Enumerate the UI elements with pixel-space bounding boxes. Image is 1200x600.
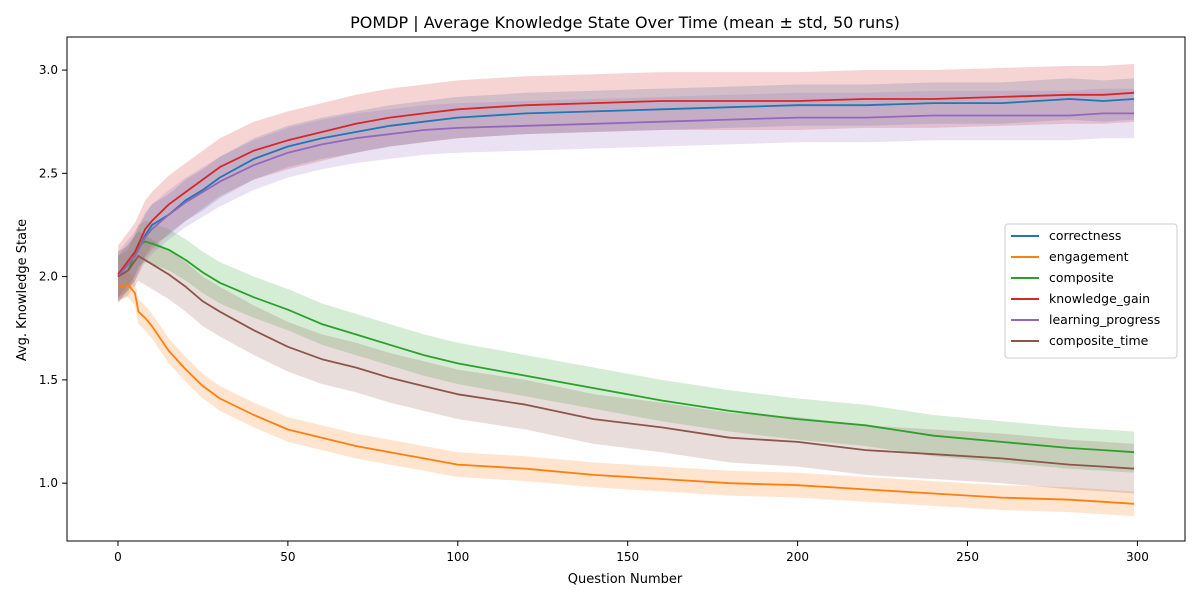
y-ticks: 1.0 1.5 2.0 2.5 3.0: [39, 63, 67, 490]
x-axis-label: Question Number: [568, 572, 683, 587]
x-tick-label: 150: [616, 550, 639, 564]
series-line-knowledge-gain: [117, 91, 1135, 276]
x-tick-label: 100: [446, 550, 469, 564]
y-tick-label: 2.5: [39, 166, 58, 180]
x-tick-label: 300: [1126, 550, 1149, 564]
y-tick-label: 3.0: [39, 63, 58, 77]
chart-title: POMDP | Average Knowledge State Over Tim…: [350, 13, 900, 32]
legend-label-composite: composite: [1049, 270, 1114, 285]
series-line-learning-progress: [117, 112, 1134, 278]
std-band-engagement: [118, 272, 1134, 517]
std-band-knowledge-gain: [118, 63, 1134, 304]
legend-label-knowledge-gain: knowledge_gain: [1049, 291, 1150, 306]
plot-frame: [66, 36, 1186, 542]
legend-label-composite-time: composite_time: [1049, 333, 1149, 348]
legend-box: [1004, 223, 1178, 359]
x-tick-label: 250: [956, 550, 979, 564]
legend-label-engagement: engagement: [1049, 249, 1129, 264]
y-tick-label: 1.5: [39, 373, 58, 387]
series-line-composite: [117, 240, 1135, 454]
std-band-composite: [118, 220, 1134, 473]
x-tick-label: 50: [280, 550, 295, 564]
legend-label-learning-progress: learning_progress: [1049, 312, 1160, 327]
legend-label-correctness: correctness: [1049, 228, 1121, 243]
std-band-correctness: [118, 78, 1134, 298]
y-axis-label: Avg. Knowledge State: [15, 219, 30, 361]
std-band-learning-progress: [118, 88, 1134, 302]
y-tick-label: 1.0: [39, 476, 58, 490]
series-line-engagement: [117, 283, 1135, 505]
series-lines: [117, 91, 1135, 505]
legend: correctness engagement composite knowledge_…: [1004, 223, 1178, 359]
x-ticks: 0 50 100 150 200 250 300: [114, 541, 1149, 564]
series-line-composite-time: [117, 255, 1135, 470]
x-tick-label: 0: [114, 550, 122, 564]
y-tick-label: 2.0: [39, 270, 58, 284]
x-tick-label: 200: [786, 550, 809, 564]
